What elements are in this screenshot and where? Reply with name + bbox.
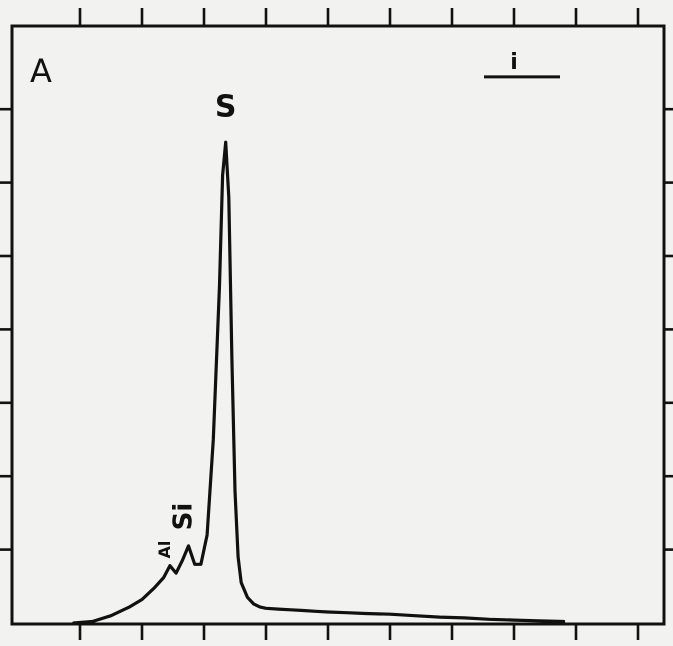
peak-label-s: S: [215, 90, 237, 125]
peak-labels: S Si Al i: [155, 50, 560, 559]
panel-label: A: [30, 52, 52, 90]
axis-ticks: [0, 8, 673, 640]
peak-label-al: Al: [155, 541, 174, 559]
peak-label-si: Si: [169, 503, 199, 531]
top-mark-label: i: [510, 50, 518, 75]
plot-frame: [10, 24, 666, 626]
spectrum-line: [72, 140, 566, 625]
